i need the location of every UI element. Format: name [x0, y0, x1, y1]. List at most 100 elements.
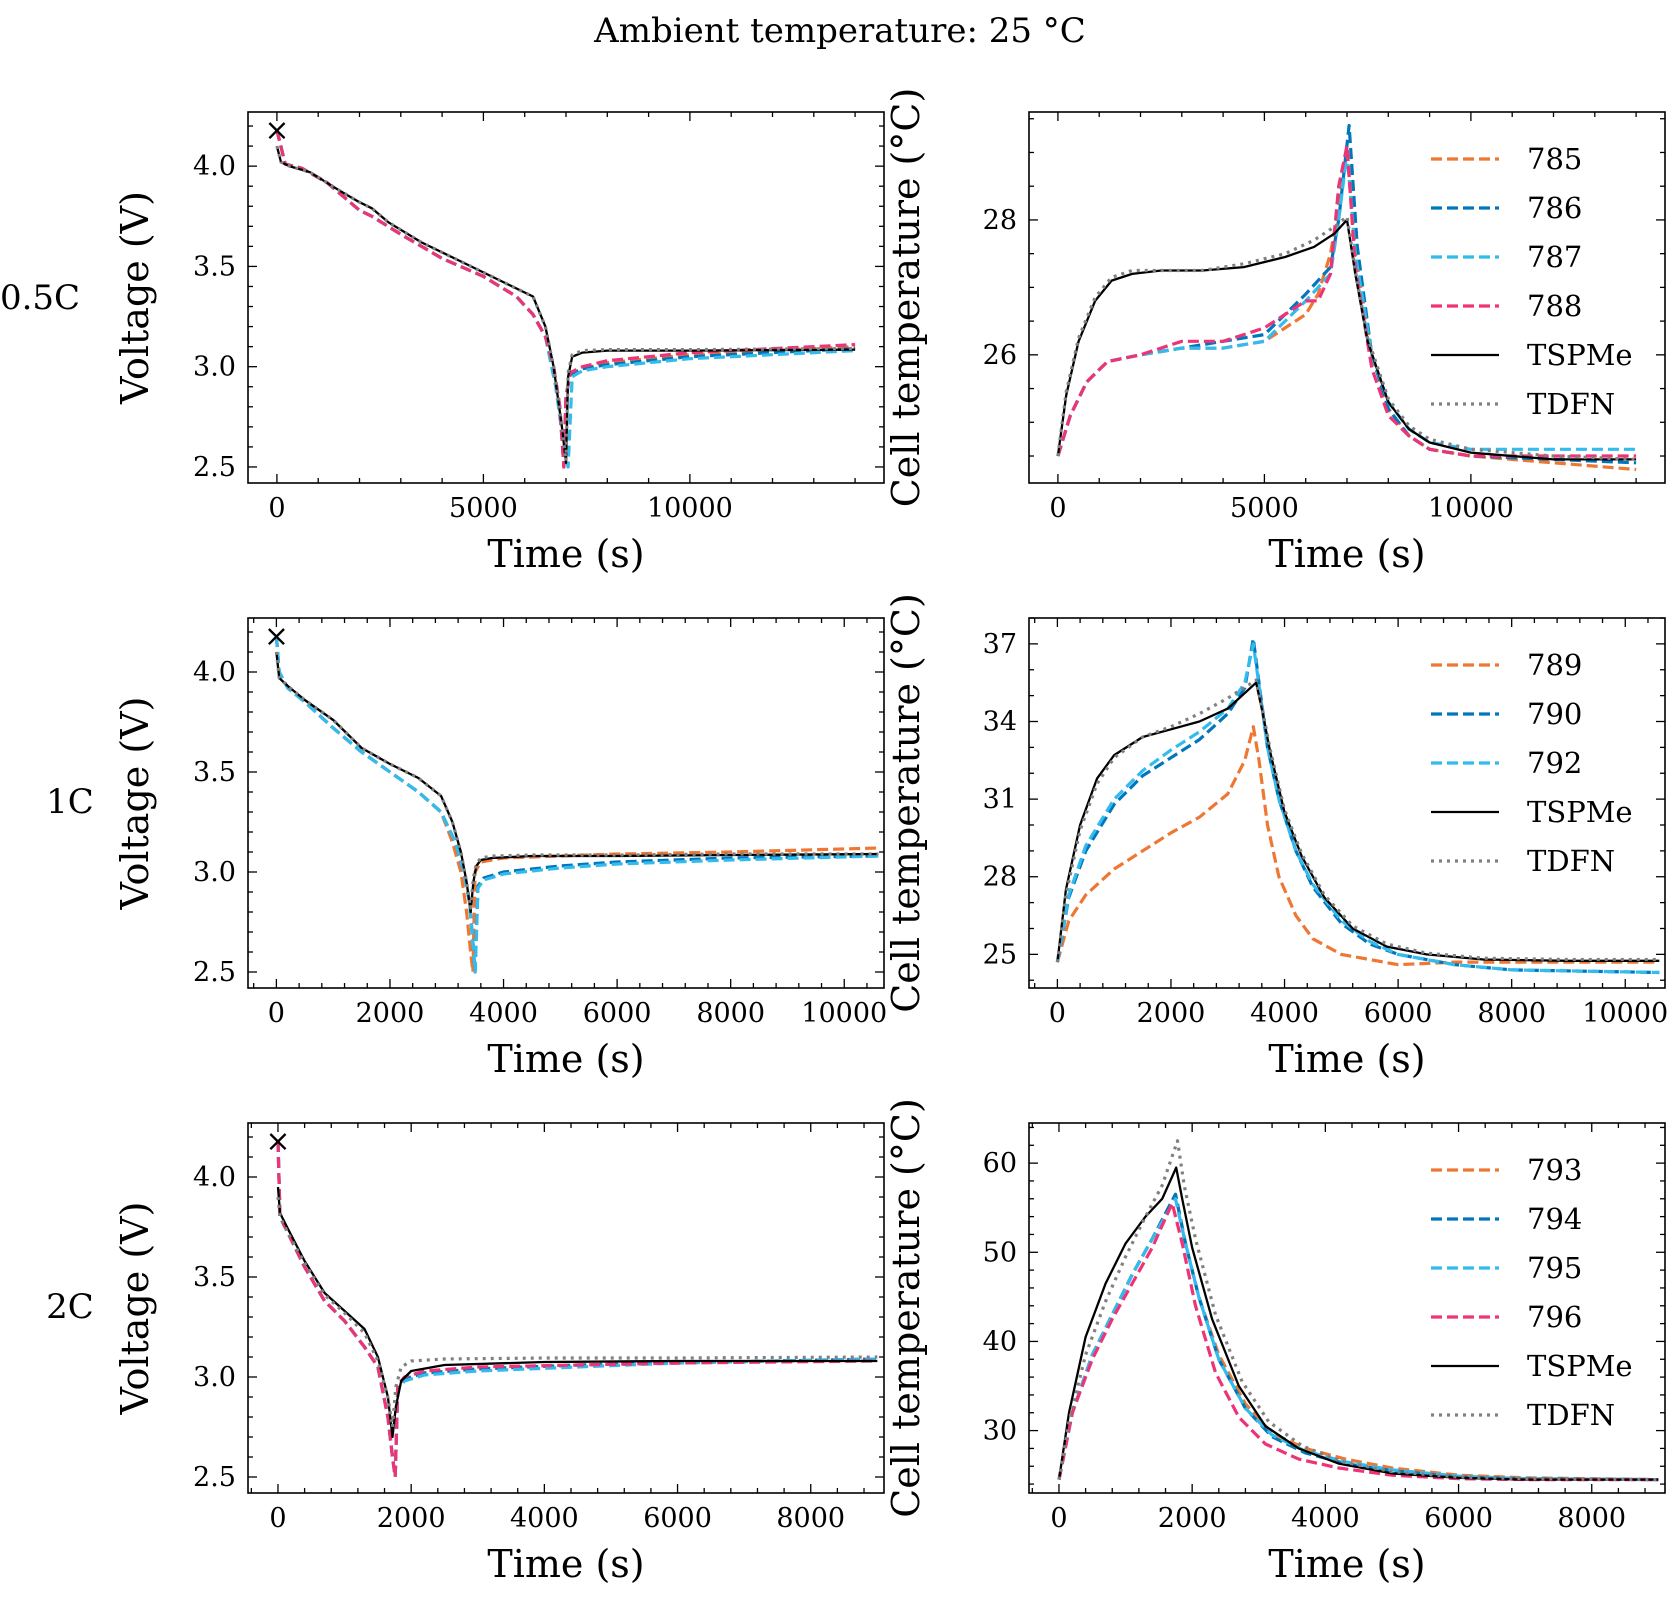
x-tick-label: 4000 [469, 998, 538, 1029]
x-tick-label: 6000 [1364, 998, 1433, 1029]
x-tick-label: 2000 [356, 998, 425, 1029]
y-tick-label: 3.0 [193, 352, 236, 383]
y-tick-label: 31 [983, 784, 1017, 815]
legend-label-TDFN: TDFN [1527, 387, 1615, 421]
x-tick-label: 4000 [1291, 1503, 1360, 1534]
figure-title: Ambient temperature: 25 °C [593, 11, 1086, 51]
x-tick-label: 10000 [647, 493, 733, 524]
x-tick-label: 4000 [510, 1503, 579, 1534]
y-axis-label: Cell temperature (°C) [884, 593, 928, 1013]
y-tick-label: 28 [983, 862, 1017, 893]
legend: 789 790 792 TSPMe TDFN [1431, 648, 1633, 878]
y-tick-label: 50 [983, 1237, 1017, 1268]
series-line-TSPMe [1056, 681, 1660, 963]
row-label-0: 0.5C [0, 278, 80, 318]
y-tick-label: 3.0 [193, 1362, 236, 1393]
series-line-TDFN [1057, 1139, 1659, 1482]
legend-label-792: 792 [1527, 746, 1582, 780]
legend-label-788: 788 [1527, 289, 1582, 323]
legend-label-796: 796 [1527, 1300, 1582, 1334]
axes-frame [247, 1122, 885, 1494]
series-line-793 [276, 1140, 878, 1479]
axes-frame [1028, 1122, 1666, 1494]
series-line-794 [276, 1140, 878, 1479]
x-tick-label: 0 [269, 1503, 286, 1534]
y-tick-label: 3.5 [193, 251, 236, 282]
legend-label-785: 785 [1527, 142, 1582, 176]
legend-label-TSPMe: TSPMe [1527, 795, 1633, 829]
x-tick-label: 10000 [801, 998, 887, 1029]
y-tick-label: 40 [983, 1326, 1017, 1357]
x-tick-label: 6000 [1424, 1503, 1493, 1534]
y-axis-label: Voltage (V) [113, 1202, 157, 1416]
y-tick-label: 37 [983, 629, 1017, 660]
axes-frame [247, 617, 885, 989]
legend-label-TSPMe: TSPMe [1527, 338, 1633, 372]
x-tick-label: 2000 [377, 1503, 446, 1534]
series-line-792 [274, 635, 879, 974]
subplot-t2: 0 2000 4000 6000 8000 30 40 50 60 Time (s) Cell te… [884, 1098, 1666, 1586]
series-line-TDFN [1055, 678, 1660, 963]
x-tick-label: 0 [1049, 493, 1066, 524]
x-tick-label: 2000 [1137, 998, 1206, 1029]
legend-label-TDFN: TDFN [1527, 1398, 1615, 1432]
series-line-796 [276, 1140, 878, 1479]
series-line-TSPMe [275, 145, 856, 465]
y-tick-label: 25 [983, 939, 1017, 970]
series-group [274, 635, 879, 974]
x-tick-label: 4000 [1250, 998, 1319, 1029]
subplot-t1: 0 2000 4000 6000 8000 10000 25 28 31 34 37 Time (s)… [884, 593, 1668, 1081]
y-tick-label: 30 [983, 1416, 1017, 1447]
x-tick-label: 10000 [1582, 998, 1668, 1029]
legend-label-793: 793 [1527, 1153, 1582, 1187]
legend-label-787: 787 [1527, 240, 1582, 274]
x-axis-label: Time (s) [1268, 1037, 1425, 1081]
series-line-TDFN [274, 651, 879, 910]
x-tick-label: 10000 [1428, 493, 1514, 524]
y-tick-label: 4.0 [193, 151, 236, 182]
series-line-TSPMe [276, 1186, 878, 1439]
series-group [1056, 123, 1637, 472]
y-axis-label: Voltage (V) [113, 191, 157, 405]
subplot-v1: ×0 2000 4000 6000 8000 100002.53.03.54.0Time … [113, 617, 887, 1081]
x-axis-label: Time (s) [487, 532, 644, 576]
y-tick-label: 2.5 [193, 1462, 236, 1493]
legend-label-TSPMe: TSPMe [1527, 1349, 1633, 1383]
subplot-t05: 0 5000 10000 26 28 Time (s) Cell temperature (… [884, 88, 1666, 576]
axes-frame [1028, 617, 1666, 989]
series-group [275, 129, 856, 469]
series-group [276, 1140, 878, 1479]
row-label-2: 2C [46, 1287, 94, 1327]
legend-label-TDFN: TDFN [1527, 844, 1615, 878]
x-axis-label: Time (s) [487, 1037, 644, 1081]
series-line-788 [1056, 144, 1637, 458]
series-line-789 [274, 635, 879, 974]
y-axis-label: Voltage (V) [113, 697, 157, 911]
x-tick-label: 6000 [583, 998, 652, 1029]
series-line-TSPMe [1056, 218, 1637, 461]
series-line-790 [274, 635, 879, 974]
y-tick-label: 3.0 [193, 857, 236, 888]
row-label-1: 1C [46, 782, 94, 822]
x-tick-label: 5000 [1230, 493, 1299, 524]
legend: 793 794 795 796 TSPMe TDFN [1431, 1153, 1633, 1432]
y-tick-label: 2.5 [193, 452, 236, 483]
y-tick-label: 3.5 [193, 757, 236, 788]
series-line-792 [1055, 642, 1660, 975]
series-line-TSPMe [1057, 1166, 1659, 1481]
x-tick-label: 5000 [449, 493, 518, 524]
series-group [1055, 637, 1660, 975]
series-line-TSPMe [275, 651, 879, 914]
legend-label-789: 789 [1527, 648, 1582, 682]
y-axis-label: Cell temperature (°C) [884, 1098, 928, 1518]
legend: 785 786 787 788 TSPMe TDFN [1431, 142, 1633, 421]
y-tick-label: 60 [983, 1148, 1017, 1179]
series-line-789 [1055, 725, 1660, 967]
y-tick-label: 3.5 [193, 1262, 236, 1293]
legend-label-795: 795 [1527, 1251, 1582, 1285]
series-line-793 [1057, 1192, 1659, 1482]
x-tick-label: 8000 [696, 998, 765, 1029]
series-line-795 [1057, 1197, 1659, 1482]
